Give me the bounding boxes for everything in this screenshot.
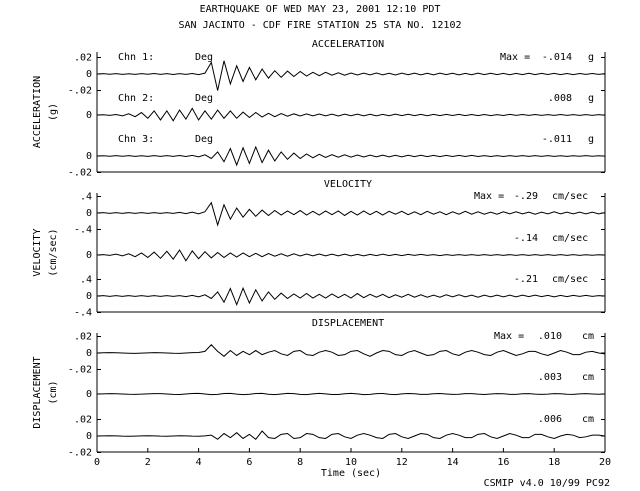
trace-line: [96, 344, 606, 357]
y-tick-label: 0: [86, 348, 92, 359]
x-tick-label: 4: [196, 457, 202, 468]
max-unit: g: [588, 93, 594, 104]
max-unit: g: [588, 52, 594, 63]
max-value: -.14: [514, 233, 538, 244]
y-tick-label: 0: [86, 250, 92, 261]
trace-line: [96, 249, 606, 262]
trace-line: [96, 430, 606, 441]
y-tick-label: .02: [74, 332, 92, 343]
trace-line: [96, 145, 606, 167]
footer-note: CSMIP v4.0 10/99 PC92: [484, 478, 610, 489]
max-value: .003: [538, 372, 562, 383]
max-value: -.014: [542, 52, 572, 63]
max-unit: cm/sec: [552, 191, 588, 202]
channel-label: Chn 3:: [118, 134, 154, 145]
x-tick-label: 6: [246, 457, 252, 468]
y-tick-label: -.02: [68, 86, 92, 97]
x-tick-label: 20: [599, 457, 611, 468]
trace-line: [96, 286, 606, 307]
y-axis-unit: (cm/sec): [48, 228, 59, 276]
x-tick-label: 16: [497, 457, 509, 468]
y-axis-label: VELOCITY: [32, 228, 43, 276]
chart-subtitle: SAN JACINTO - CDF FIRE STATION 25 STA NO…: [179, 20, 462, 31]
y-tick-label: .02: [74, 53, 92, 64]
y-tick-label: 0: [86, 151, 92, 162]
chart-title: EARTHQUAKE OF WED MAY 23, 2001 12:10 PDT: [200, 4, 441, 15]
y-tick-label: 0: [86, 69, 92, 80]
max-value: -.29: [514, 191, 538, 202]
panel-title: VELOCITY: [324, 179, 372, 190]
y-tick-label: 0: [86, 208, 92, 219]
y-tick-label: -.02: [68, 168, 92, 179]
y-tick-label: .02: [74, 415, 92, 426]
y-tick-label: -.4: [74, 308, 92, 319]
x-axis-label: Time (sec): [321, 468, 381, 479]
max-value: -.21: [514, 274, 538, 285]
max-unit: cm: [582, 331, 594, 342]
trace-line: [96, 60, 606, 91]
y-tick-label: 0: [86, 291, 92, 302]
trace-line: [96, 107, 606, 122]
max-unit: cm: [582, 372, 594, 383]
x-tick-label: 10: [345, 457, 357, 468]
y-tick-label: .4: [80, 192, 92, 203]
channel-label: Chn 1:: [118, 52, 154, 63]
max-value: .010: [538, 331, 562, 342]
max-value: -.011: [542, 134, 572, 145]
max-unit: cm/sec: [552, 274, 588, 285]
x-tick-label: 8: [297, 457, 303, 468]
orientation-label: Deg: [195, 52, 213, 63]
x-tick-label: 2: [145, 457, 151, 468]
x-tick-label: 18: [548, 457, 560, 468]
orientation-label: Deg: [195, 93, 213, 104]
channel-label: Chn 2:: [118, 93, 154, 104]
y-axis-unit: (cm): [48, 380, 59, 404]
max-unit: cm: [582, 414, 594, 425]
x-tick-label: 14: [447, 457, 459, 468]
y-tick-label: 0: [86, 431, 92, 442]
y-axis-label: DISPLACEMENT: [32, 356, 43, 428]
y-tick-label: 0: [86, 110, 92, 121]
max-unit: g: [588, 134, 594, 145]
y-axis-label: ACCELERATION: [32, 76, 43, 148]
orientation-label: Deg: [195, 134, 213, 145]
max-unit: cm/sec: [552, 233, 588, 244]
x-tick-label: 0: [94, 457, 100, 468]
trace-line: [96, 392, 606, 396]
y-tick-label: -.02: [68, 448, 92, 459]
max-prefix: Max =: [500, 52, 530, 63]
y-tick-label: -.4: [74, 225, 92, 236]
max-prefix: Max =: [494, 331, 524, 342]
panel-title: ACCELERATION: [312, 39, 384, 50]
max-prefix: Max =: [474, 191, 504, 202]
y-tick-label: .4: [80, 275, 92, 286]
max-value: .008: [548, 93, 572, 104]
y-tick-label: -.02: [68, 365, 92, 376]
y-tick-label: 0: [86, 389, 92, 400]
y-axis-unit: (g): [48, 103, 59, 121]
panel-title: DISPLACEMENT: [312, 318, 384, 329]
trace-line: [96, 201, 606, 227]
x-tick-label: 12: [396, 457, 408, 468]
max-value: .006: [538, 414, 562, 425]
